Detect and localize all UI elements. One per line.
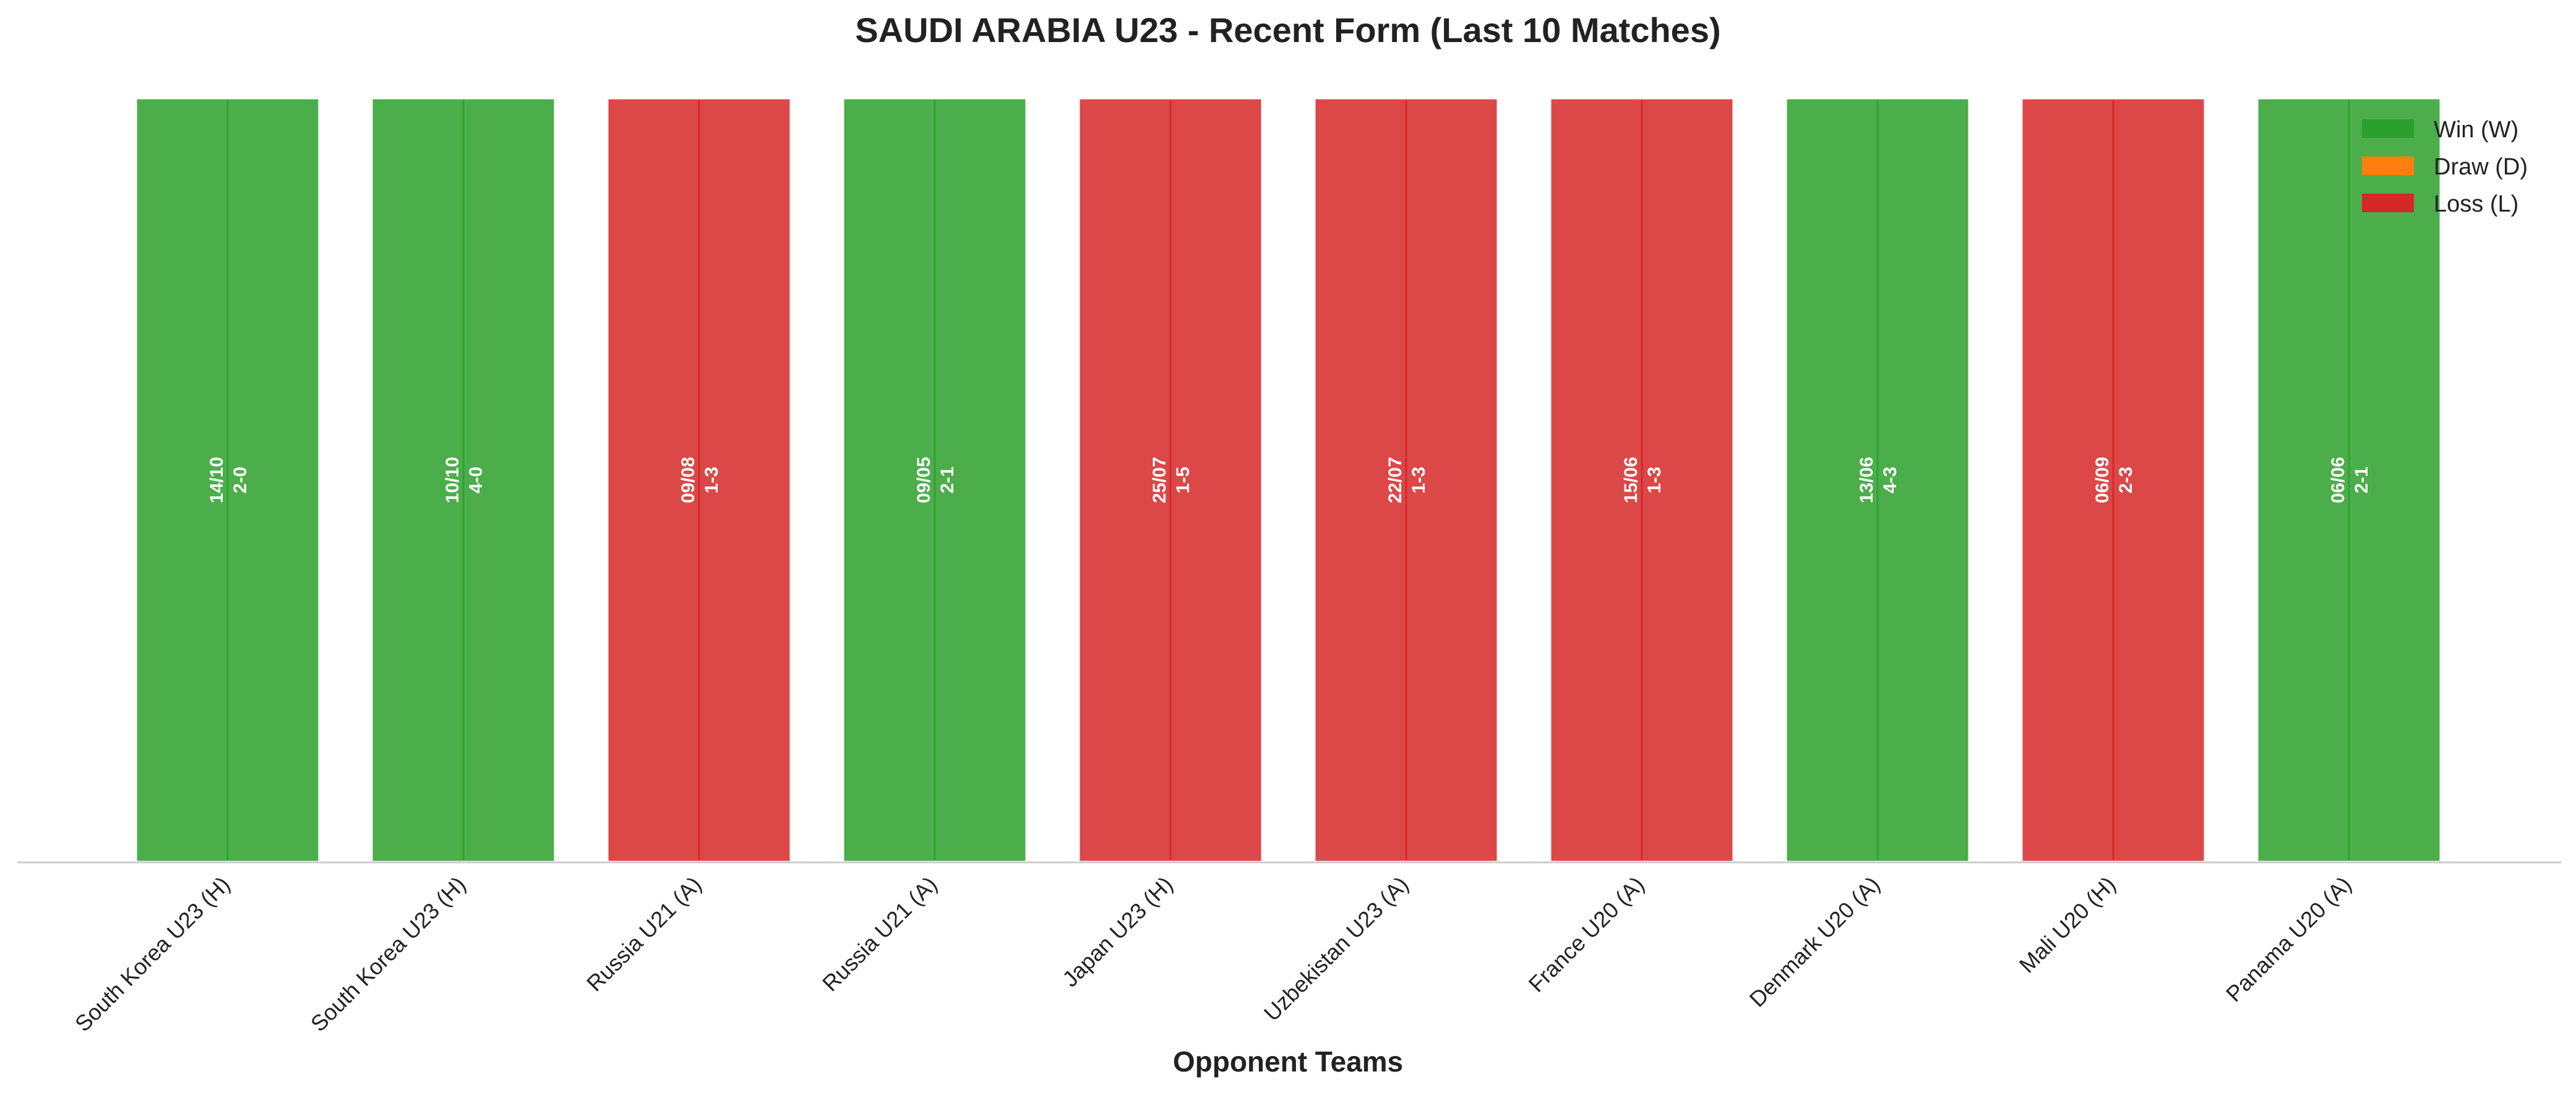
x-tick-label: Denmark U20 (A)	[1745, 872, 1885, 1012]
match-date-label: 10/10	[442, 457, 463, 503]
match-date-label: 22/07	[1385, 457, 1406, 503]
match-date-label: 09/05	[914, 457, 934, 503]
match-score-label: 4-0	[466, 466, 486, 493]
bar-data-label: 09/08 1-3	[678, 457, 722, 503]
bar-data-label: 22/07 1-3	[1385, 457, 1429, 503]
x-tick-label: Russia U21 (A)	[817, 872, 942, 997]
match-score-label: 2-3	[2116, 466, 2136, 493]
x-tick-label: South Korea U23 (H)	[306, 872, 471, 1037]
x-tick-label: Mali U20 (H)	[2014, 872, 2121, 978]
bar-data-label: 25/07 1-5	[1149, 457, 1193, 503]
x-tick-label: Japan U23 (H)	[1057, 872, 1178, 992]
x-tick-label: Uzbekistan U23 (A)	[1259, 872, 1414, 1026]
match-score-label: 1-3	[1409, 466, 1429, 493]
x-tick-labels: South Korea U23 (H) South Korea U23 (H) Ru…	[70, 872, 2356, 1037]
x-tick-label: Panama U20 (A)	[2221, 872, 2356, 1007]
match-score-label: 2-1	[937, 466, 958, 493]
legend-swatch-l	[2362, 194, 2414, 212]
bar-data-label: 06/06 2-1	[2328, 457, 2372, 503]
x-tick-label: Russia U21 (A)	[582, 872, 706, 997]
legend-label-w: Win (W)	[2434, 117, 2518, 143]
bar-data-label: 15/06 1-3	[1621, 457, 1665, 503]
x-tick-label: South Korea U23 (H)	[70, 872, 235, 1037]
legend-swatch-d	[2362, 157, 2414, 175]
match-score-label: 2-0	[230, 466, 251, 493]
match-score-label: 1-3	[702, 466, 722, 493]
x-tick-label: France U20 (A)	[1524, 872, 1649, 997]
match-date-label: 06/06	[2328, 457, 2348, 503]
match-score-label: 1-5	[1173, 466, 1193, 493]
bar-data-label: 06/09 2-3	[2092, 457, 2136, 503]
legend: Win (W) Draw (D) Loss (L)	[2362, 117, 2528, 217]
bars-group: 14/10 2-0 10/10 4-0 09/08 1-3 09/05 2-1 25/07 1-5…	[134, 96, 2443, 864]
match-date-label: 06/09	[2092, 457, 2113, 503]
bar-data-label: 13/06 4-3	[1857, 457, 1900, 503]
bar-data-label: 14/10 2-0	[207, 457, 251, 503]
x-axis-label: Opponent Teams	[1173, 1046, 1403, 1078]
legend-swatch-w	[2362, 119, 2414, 138]
bar-data-label: 09/05 2-1	[914, 457, 958, 503]
chart-title: SAUDI ARABIA U23 - Recent Form (Last 10 …	[855, 11, 1720, 49]
match-date-label: 13/06	[1857, 457, 1877, 503]
match-date-label: 09/08	[678, 457, 698, 503]
bar-data-label: 10/10 4-0	[442, 457, 486, 503]
legend-label-d: Draw (D)	[2434, 154, 2528, 180]
match-date-label: 14/10	[207, 457, 227, 503]
match-score-label: 1-3	[1644, 466, 1665, 493]
match-score-label: 2-1	[2351, 466, 2372, 493]
match-date-label: 25/07	[1149, 457, 1170, 503]
legend-label-l: Loss (L)	[2434, 191, 2518, 217]
match-score-label: 4-3	[1880, 466, 1900, 493]
match-date-label: 15/06	[1621, 457, 1641, 503]
